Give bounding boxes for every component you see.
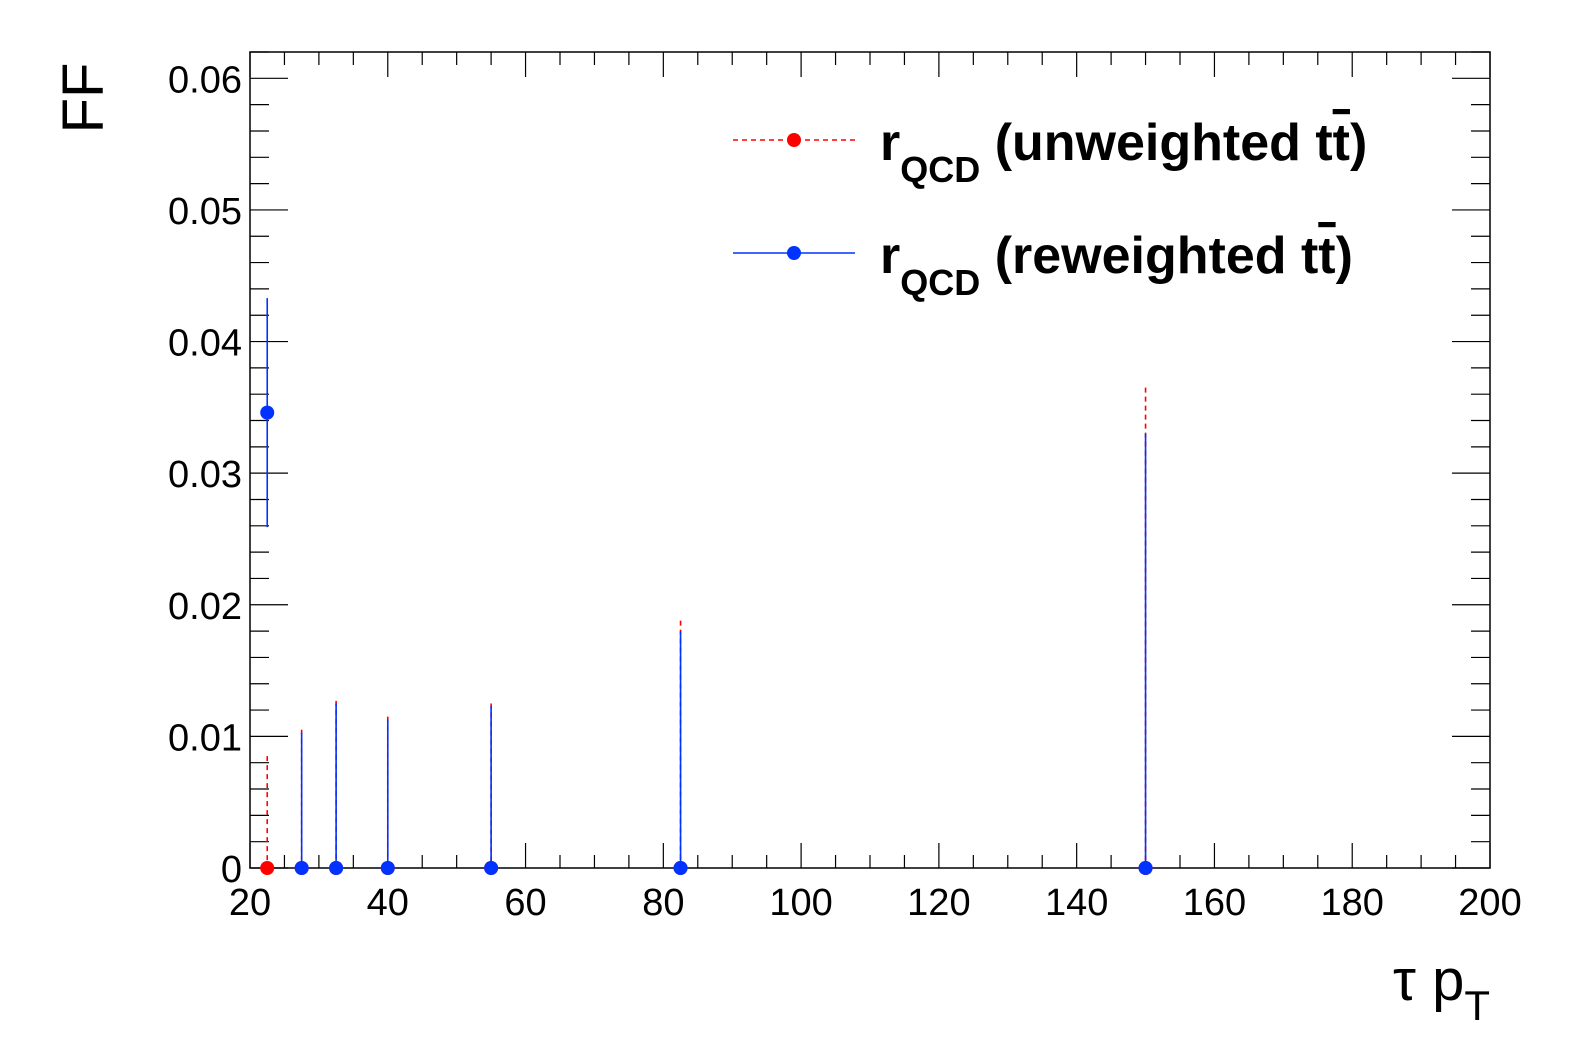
x-tick-label: 160 <box>1183 882 1246 924</box>
x-tick-label: 80 <box>642 882 684 924</box>
legend-label-text: (reweighted t <box>980 227 1318 285</box>
data-point <box>484 861 499 875</box>
legend: rQCD (unweighted tt)rQCD (reweighted tt) <box>733 114 1367 303</box>
data-point <box>329 861 344 875</box>
y-tick-label: 0.03 <box>168 454 242 496</box>
data-point <box>260 405 275 420</box>
tick-marks <box>249 51 1491 869</box>
x-axis-title-main: τ p <box>1393 948 1464 1013</box>
y-tick-label: 0 <box>221 849 242 891</box>
x-tick-labels: 20 40 60 80 100 120 140 160 180 200 <box>229 882 1522 924</box>
y-tick-label: 0.01 <box>168 717 242 759</box>
data-point <box>294 861 309 875</box>
y-tick-labels: 0 0.01 0.02 0.03 0.04 0.05 0.06 <box>168 59 242 891</box>
data-point <box>260 861 275 875</box>
data-point <box>1138 861 1153 875</box>
legend-label-close: ) <box>1350 114 1367 172</box>
legend-label-tbar: t <box>1318 227 1335 285</box>
legend-label-tbar: t <box>1333 114 1350 172</box>
y-tick-label: 0.05 <box>168 191 242 233</box>
legend-label-subscript: QCD <box>900 149 980 190</box>
y-tick-label: 0.04 <box>168 323 242 365</box>
legend-label-text: (unweighted t <box>980 114 1332 172</box>
legend-label: rQCD (unweighted tt) <box>880 114 1367 190</box>
x-tick-label: 60 <box>504 882 546 924</box>
legend-label: rQCD (reweighted tt) <box>880 227 1353 303</box>
series-points-1 <box>260 405 1153 875</box>
series-0 <box>266 387 1147 868</box>
x-tick-label: 20 <box>229 882 271 924</box>
data-series <box>260 298 1153 875</box>
legend-label-close: ) <box>1336 227 1353 285</box>
x-axis-title: τ pT <box>1393 948 1490 1029</box>
legend-label-subscript: QCD <box>900 262 980 303</box>
x-axis-title-sub: T <box>1464 982 1490 1029</box>
y-tick-label: 0.06 <box>168 59 242 101</box>
legend-label-symbol: r <box>880 114 900 172</box>
x-tick-label: 180 <box>1321 882 1384 924</box>
plot-frame <box>249 51 1491 869</box>
x-tick-label: 200 <box>1458 882 1521 924</box>
x-tick-label: 120 <box>907 882 970 924</box>
x-tick-label: 100 <box>769 882 832 924</box>
data-point <box>380 861 395 875</box>
y-tick-label: 0.02 <box>168 586 242 628</box>
legend-marker <box>787 133 801 147</box>
legend-marker <box>787 246 801 260</box>
series-1 <box>266 298 1147 868</box>
data-point <box>673 861 688 875</box>
x-tick-label: 40 <box>367 882 409 924</box>
x-tick-label: 140 <box>1045 882 1108 924</box>
y-axis-title: FF <box>51 63 116 134</box>
legend-label-symbol: r <box>880 227 900 285</box>
